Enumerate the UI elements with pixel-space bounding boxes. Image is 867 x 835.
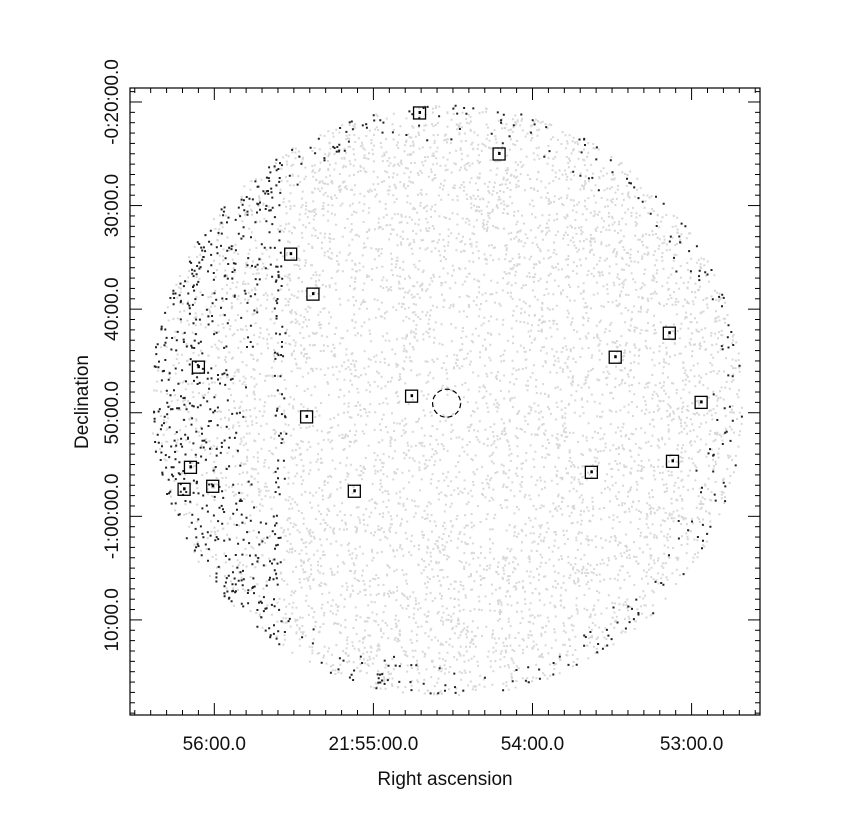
source-box: [492, 147, 506, 161]
source-dot: [590, 470, 593, 474]
y-tick-label: -1:00:00.0: [102, 474, 123, 560]
y-tick-label: -0:20:00.0: [102, 59, 123, 145]
source-box: [608, 350, 622, 364]
source-box: [206, 479, 220, 493]
source-box: [694, 395, 708, 410]
source-dot: [700, 400, 703, 404]
sky-image: [151, 104, 743, 697]
y-tick-label: 30:00.0: [102, 174, 123, 237]
source-box: [412, 106, 427, 120]
source-dot: [418, 110, 422, 114]
source-box: [191, 360, 206, 374]
source-box: [404, 389, 419, 403]
source-box: [665, 454, 680, 468]
y-tick-label: 10:00.0: [102, 588, 123, 651]
source-dot: [183, 487, 186, 491]
source-dot: [614, 355, 617, 359]
source-dot: [197, 365, 200, 369]
x-tick-label: 56:00.0: [183, 734, 246, 755]
source-box: [306, 287, 320, 301]
source-box: [662, 326, 676, 340]
source-dot: [189, 465, 192, 469]
x-axis-title: Right ascension: [377, 769, 512, 790]
source-dot: [289, 252, 293, 256]
y-tick-label: 50:00.0: [102, 381, 123, 444]
source-box: [299, 410, 314, 424]
y-axis-title: Declination: [72, 355, 93, 449]
noise-light: [151, 105, 743, 697]
frame: [129, 87, 761, 716]
source-box: [584, 465, 599, 479]
x-tick-label: 54:00.0: [501, 734, 564, 755]
source-dot: [498, 151, 501, 155]
target-circle: [431, 388, 462, 418]
source-box: [347, 484, 361, 498]
source-box: [284, 247, 298, 261]
source-dot: [668, 331, 671, 335]
source-dot: [410, 394, 414, 398]
source-dot: [353, 489, 356, 493]
source-dot: [305, 414, 309, 418]
y-tick-label: 40:00.0: [102, 277, 123, 340]
source-dot: [671, 459, 674, 463]
source-dot: [211, 484, 215, 488]
source-box: [183, 460, 198, 474]
x-tick-label: 53:00.0: [660, 734, 723, 755]
x-tick-label: 21:55:00.0: [329, 734, 419, 755]
source-dot: [311, 292, 315, 296]
source-box: [177, 482, 191, 496]
